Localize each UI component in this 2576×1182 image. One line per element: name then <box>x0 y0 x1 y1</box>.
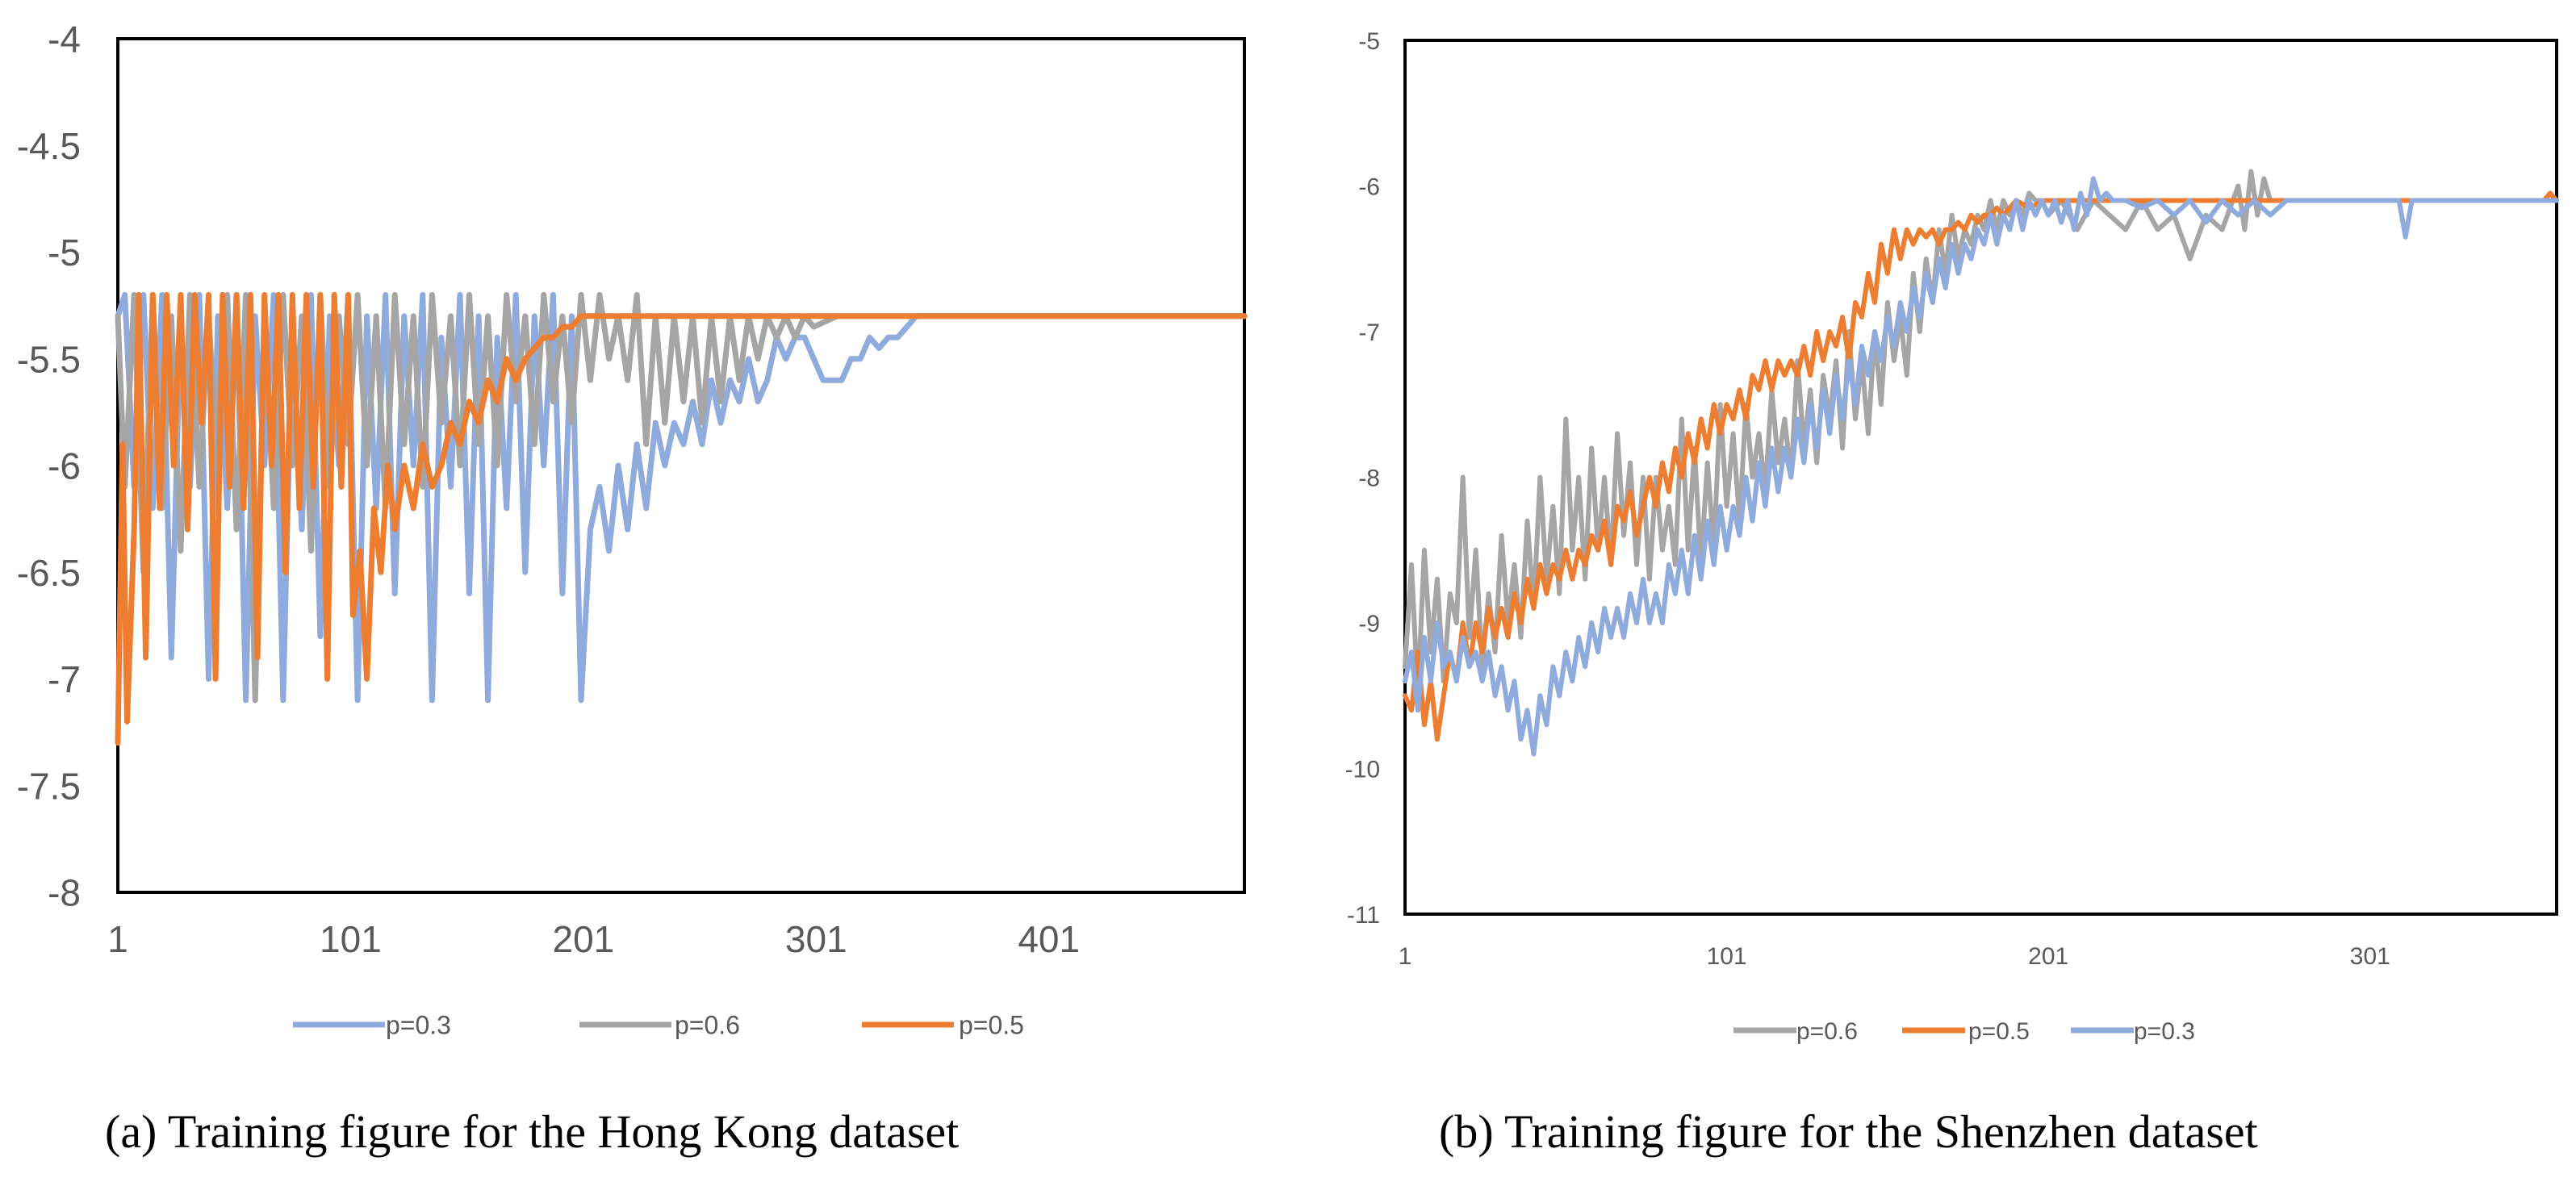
series-line-p=0.3 <box>115 291 1248 704</box>
y-tick-label: -7.5 <box>17 765 81 807</box>
series-line-p=0.6 <box>1403 169 2559 699</box>
chart-shenzhen: -5 -6 -7 -8 -9 -10 -11 1 101 201 301 p=0.6 p=0.5 p=0.… <box>1345 28 2559 1045</box>
y-tick-label: -8 <box>48 872 81 914</box>
y-tick-label: -4.5 <box>17 125 81 167</box>
legend-label: p=0.5 <box>1968 1018 2030 1045</box>
legend-label: p=0.6 <box>1796 1018 1858 1045</box>
chart-hong-kong: -4 -4.5 -5 -5.5 -6 -6.5 -7 -7.5 -8 1 101 201 301 401 p… <box>17 19 1248 1040</box>
y-tick-label: -4 <box>48 19 81 61</box>
x-tick-label: 101 <box>1707 943 1747 970</box>
legend-label: p=0.5 <box>959 1011 1024 1040</box>
y-tick-label: -6 <box>48 445 81 487</box>
plot-frame <box>116 37 1246 894</box>
legend-label: p=0.3 <box>2134 1018 2195 1045</box>
y-tick-label: -6.5 <box>17 552 81 594</box>
y-tick-label: -10 <box>1345 756 1380 783</box>
series-line-p=0.5 <box>1403 190 2559 742</box>
y-tick-label: -8 <box>1358 465 1380 491</box>
y-tick-label: -11 <box>1347 902 1380 929</box>
caption-a: (a) Training figure for the Hong Kong da… <box>105 1105 959 1158</box>
y-tick-label: -7 <box>48 658 81 700</box>
x-tick-label: 1 <box>1399 943 1412 970</box>
x-tick-label: 201 <box>2028 943 2068 970</box>
legend-label: p=0.6 <box>675 1011 740 1040</box>
y-tick-label: -5 <box>1358 28 1380 55</box>
legend-label: p=0.3 <box>386 1011 451 1040</box>
y-tick-label: -5 <box>48 232 81 274</box>
x-tick-label: 101 <box>320 918 382 960</box>
y-tick-label: -9 <box>1358 611 1380 637</box>
x-tick-label: 301 <box>2350 943 2390 970</box>
series-line-p=0.3 <box>1403 176 2559 757</box>
x-tick-label: 201 <box>552 918 614 960</box>
y-tick-label: -5.5 <box>17 338 81 380</box>
series-line-p=0.6 <box>115 291 1248 704</box>
x-tick-label: 401 <box>1018 918 1080 960</box>
series-line-p=0.5 <box>115 291 1248 746</box>
x-tick-label: 1 <box>107 918 128 960</box>
y-tick-label: -6 <box>1358 173 1380 200</box>
caption-b: (b) Training figure for the Shenzhen dat… <box>1439 1105 2258 1158</box>
y-tick-label: -7 <box>1358 320 1380 346</box>
plot-frame <box>1403 39 2558 916</box>
x-tick-label: 301 <box>785 918 847 960</box>
